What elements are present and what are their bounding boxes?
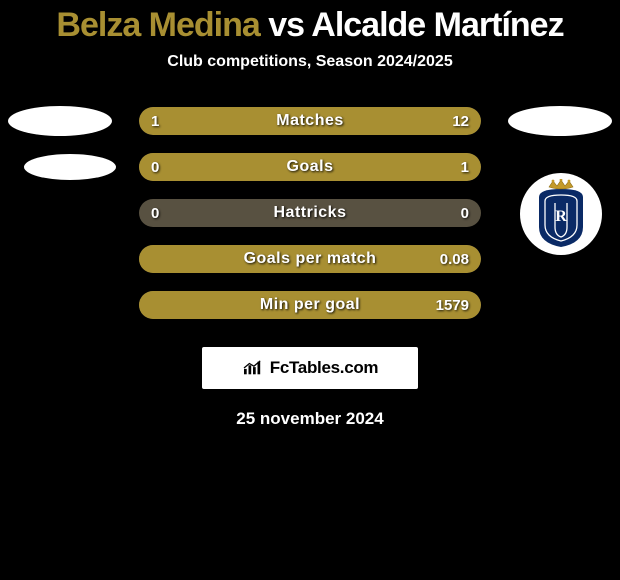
stat-label: Goals <box>139 158 481 176</box>
stat-bar-goals-per-match: Goals per match 0.08 <box>139 245 481 273</box>
stat-bar-min-per-goal: Min per goal 1579 <box>139 291 481 319</box>
shield-crest-icon: R <box>531 179 591 249</box>
stat-bar-goals: 0 Goals 1 <box>139 153 481 181</box>
title-player1: Belza Medina <box>56 6 259 44</box>
stat-bar-matches: 1 Matches 12 <box>139 107 481 135</box>
footer-date: 25 november 2024 <box>0 409 620 429</box>
stat-label: Min per goal <box>139 296 481 314</box>
stat-row: Min per goal 1579 <box>0 291 620 319</box>
title-vs: vs <box>268 6 304 44</box>
stat-row: Goals per match 0.08 <box>0 245 620 273</box>
stat-row: 0 Goals 1 <box>0 153 620 181</box>
brand-text: FcTables.com <box>270 358 379 378</box>
page-title: Belza Medina vs Alcalde Martínez <box>0 6 620 45</box>
stat-rows: 1 Matches 12 0 Goals 1 <box>0 107 620 319</box>
subtitle: Club competitions, Season 2024/2025 <box>0 53 620 71</box>
player1-club-icon <box>8 101 112 141</box>
stat-label: Hattricks <box>139 204 481 222</box>
stat-right-value: 1579 <box>436 297 469 314</box>
svg-text:R: R <box>555 208 567 225</box>
brand-badge: FcTables.com <box>202 347 418 389</box>
stat-label: Matches <box>139 112 481 130</box>
stat-right-value: 1 <box>461 159 469 176</box>
bar-chart-icon <box>242 359 264 377</box>
player1-photo-icon <box>18 147 122 187</box>
oval-placeholder-icon <box>8 106 112 136</box>
stat-right-value: 12 <box>452 113 469 130</box>
oval-placeholder-icon <box>508 106 612 136</box>
stat-label: Goals per match <box>139 250 481 268</box>
stat-row: 1 Matches 12 <box>0 107 620 135</box>
stat-row: 0 Hattricks 0 R <box>0 199 620 227</box>
comparison-infographic: Belza Medina vs Alcalde Martínez Club co… <box>0 0 620 429</box>
oval-placeholder-icon <box>24 154 116 180</box>
stat-right-value: 0 <box>461 205 469 222</box>
stat-bar-hattricks: 0 Hattricks 0 <box>139 199 481 227</box>
player2-club-icon <box>508 101 612 141</box>
title-player2: Alcalde Martínez <box>311 6 563 44</box>
player2-crest-icon: R <box>520 173 602 255</box>
stat-right-value: 0.08 <box>440 251 469 268</box>
